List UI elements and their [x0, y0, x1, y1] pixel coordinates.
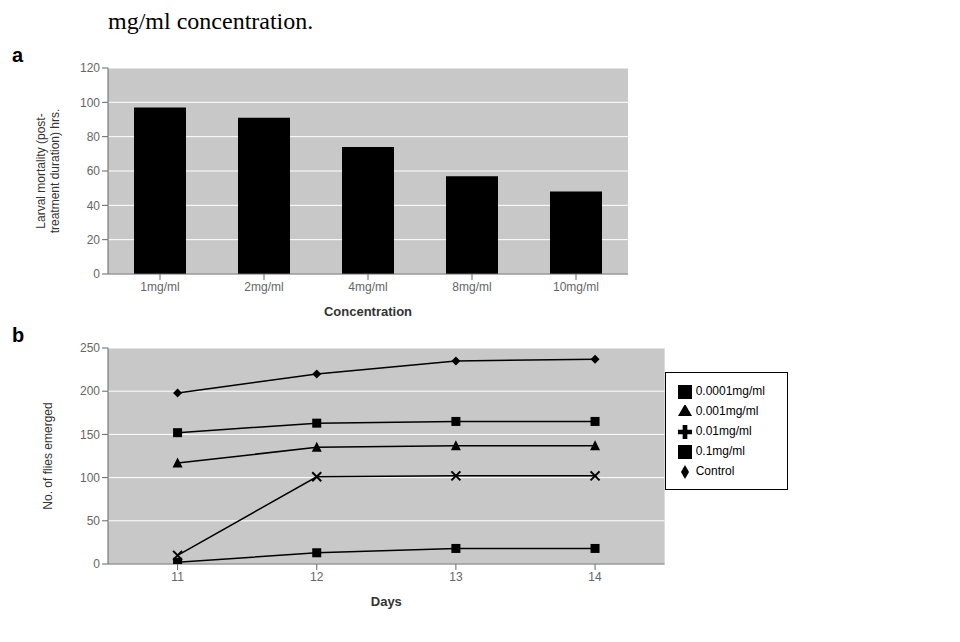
- svg-text:40: 40: [87, 199, 101, 213]
- svg-text:2mg/ml: 2mg/ml: [244, 280, 283, 294]
- svg-text:60: 60: [87, 164, 101, 178]
- svg-text:250: 250: [80, 341, 100, 355]
- svg-text:200: 200: [80, 384, 100, 398]
- svg-text:100: 100: [80, 96, 100, 110]
- html-text:0.01mg/ml: 0.01mg/ml: [695, 424, 752, 438]
- svg-text:13: 13: [449, 570, 463, 584]
- svg-text:0: 0: [93, 557, 100, 571]
- svg-text:1mg/ml: 1mg/ml: [140, 280, 179, 294]
- svg-text:150: 150: [80, 428, 100, 442]
- html-text:a: a: [12, 44, 24, 66]
- html-text:Control: Control: [695, 464, 735, 478]
- html-text:0.0001mg/ml: 0.0001mg/ml: [695, 384, 765, 398]
- html-text:mg/ml concentration.: mg/ml concentration.: [108, 8, 314, 34]
- svg-text:100: 100: [80, 471, 100, 485]
- svg-text:12: 12: [310, 570, 324, 584]
- svg-text:14: 14: [588, 570, 602, 584]
- svg-text:120: 120: [80, 61, 100, 75]
- svg-text:8mg/ml: 8mg/ml: [452, 280, 491, 294]
- svg-text:20: 20: [87, 233, 101, 247]
- svg-text:4mg/ml: 4mg/ml: [348, 280, 387, 294]
- svg-text:Days: Days: [371, 594, 402, 609]
- svg-text:50: 50: [87, 514, 101, 528]
- svg-text:80: 80: [87, 130, 101, 144]
- html-text:b: b: [12, 324, 25, 346]
- html-text:0.001mg/ml: 0.001mg/ml: [695, 404, 759, 418]
- html-text:0.1mg/ml: 0.1mg/ml: [695, 444, 745, 458]
- svg-text:Concentration: Concentration: [324, 304, 412, 319]
- svg-text:Larval mortality (post-treatme: Larval mortality (post-treatment duratio…: [34, 109, 62, 234]
- svg-text:11: 11: [171, 570, 184, 584]
- svg-text:0: 0: [93, 267, 100, 281]
- svg-text:No. of flies emerged: No. of flies emerged: [41, 402, 55, 509]
- svg-text:10mg/ml: 10mg/ml: [553, 280, 599, 294]
